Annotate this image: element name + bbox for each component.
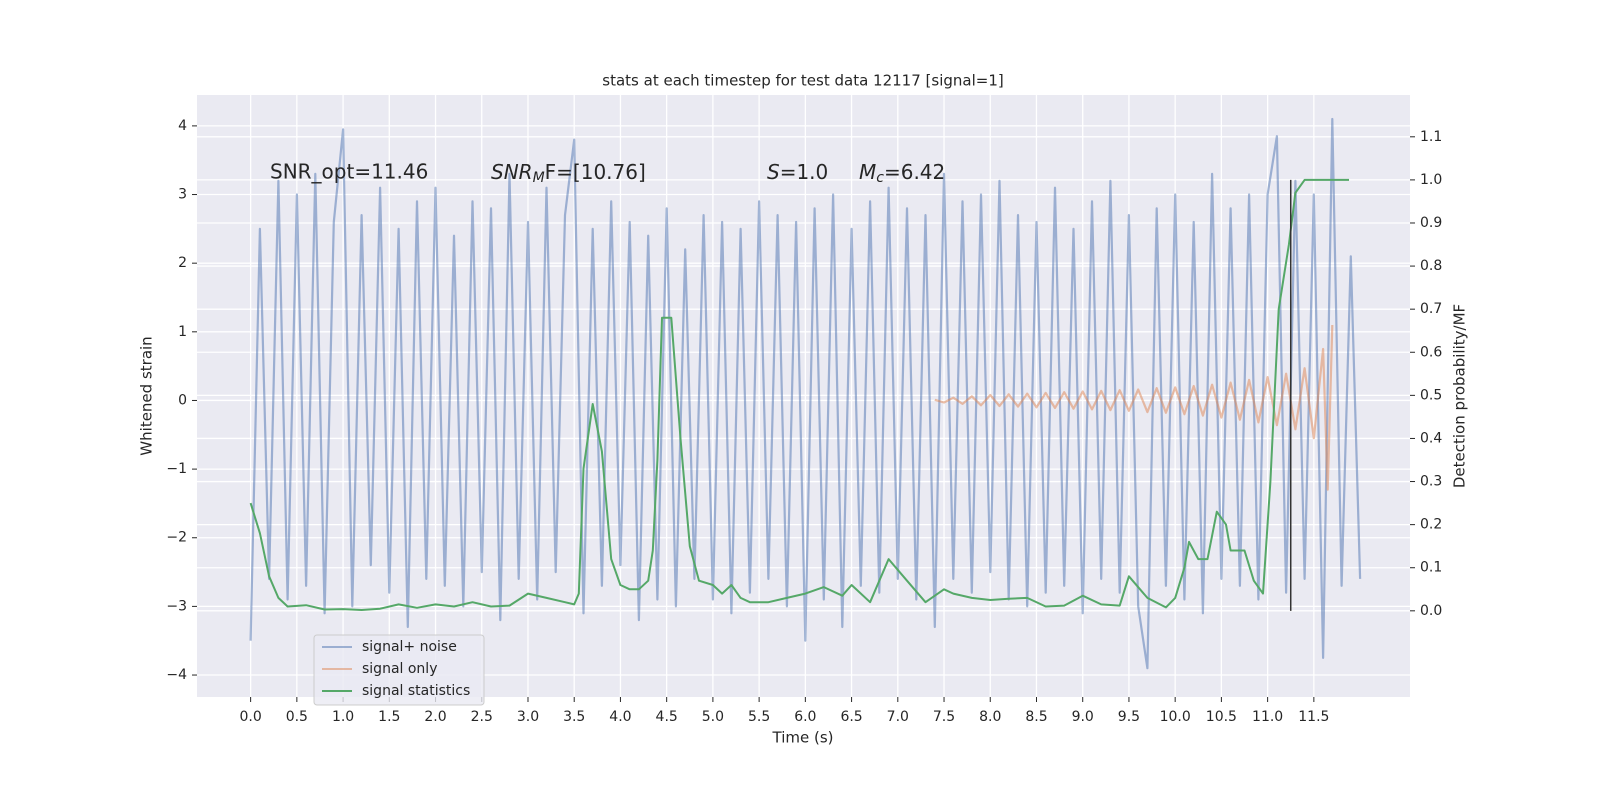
- annotation-subscript: M: [533, 170, 545, 186]
- x-tick-label: 7.0: [887, 709, 909, 725]
- legend-box: [313, 634, 485, 706]
- annotation-tail: F=[10.76]: [545, 160, 646, 184]
- y2-tick-label: 0.8: [1420, 258, 1442, 274]
- x-tick-label: 3.5: [563, 709, 585, 725]
- annotation-subscript: c: [876, 170, 884, 186]
- legend-label: signal+ noise: [362, 639, 457, 655]
- series-line: [249, 117, 1362, 670]
- x-tick-label: 6.5: [840, 709, 862, 725]
- x-tick-label: 10.0: [1160, 709, 1191, 725]
- y-tick-label: 2: [178, 255, 187, 271]
- x-tick-label: 2.5: [471, 709, 493, 725]
- y2-tick-label: 0.9: [1420, 215, 1442, 231]
- x-tick-label: 8.5: [1025, 709, 1047, 725]
- x-tick-label: 0.0: [239, 709, 261, 725]
- x-tick-label: 0.5: [286, 709, 308, 725]
- annotation-tail: =6.42: [884, 160, 945, 184]
- series-line: [249, 178, 1349, 611]
- y2-tick-label: 0.7: [1420, 301, 1442, 317]
- y2-tick-label: 0.0: [1420, 603, 1442, 619]
- y-tick-label: −1: [166, 461, 187, 477]
- x-tick-label: 4.5: [656, 709, 678, 725]
- x-tick-label: 5.0: [702, 709, 724, 725]
- annotation: Mc=6.42: [859, 160, 945, 187]
- y-tick-label: −2: [166, 530, 187, 546]
- y2-tick-label: 1.1: [1420, 129, 1442, 145]
- x-tick-label: 11.5: [1298, 709, 1329, 725]
- x-tick-label: 7.5: [933, 709, 955, 725]
- annotation-tail: =1.0: [780, 160, 829, 184]
- chart-title: stats at each timestep for test data 121…: [602, 72, 1003, 90]
- x-tick-label: 5.5: [748, 709, 770, 725]
- y-tick-label: −3: [166, 598, 187, 614]
- y2-tick-label: 1.0: [1420, 172, 1442, 188]
- y-axis-label: Whitened strain: [138, 336, 156, 455]
- legend-label: signal only: [362, 661, 437, 677]
- y2-axis-label: Detection probability/MF: [1451, 304, 1469, 488]
- annotation-base: S: [767, 160, 780, 184]
- annotation-base: SNR: [491, 160, 533, 184]
- y2-tick-label: 0.2: [1420, 517, 1442, 533]
- annotation: SNR_opt=11.46: [270, 160, 428, 184]
- y-tick-label: 3: [178, 187, 187, 203]
- x-tick-label: 1.5: [378, 709, 400, 725]
- legend-label: signal statistics: [362, 683, 470, 699]
- y2-tick-label: 0.1: [1420, 560, 1442, 576]
- y-tick-label: −4: [166, 667, 187, 683]
- y2-tick-label: 0.5: [1420, 387, 1442, 403]
- x-tick-label: 11.0: [1252, 709, 1283, 725]
- x-tick-label: 9.0: [1072, 709, 1094, 725]
- y2-tick-label: 0.4: [1420, 430, 1442, 446]
- x-tick-label: 3.0: [517, 709, 539, 725]
- x-tick-label: 2.0: [424, 709, 446, 725]
- x-axis-label: Time (s): [772, 729, 834, 747]
- y-tick-label: 0: [178, 392, 187, 408]
- x-tick-label: 1.0: [332, 709, 354, 725]
- y2-tick-label: 0.3: [1420, 474, 1442, 490]
- x-tick-label: 4.0: [609, 709, 631, 725]
- x-tick-label: 10.5: [1206, 709, 1237, 725]
- x-tick-label: 9.5: [1118, 709, 1140, 725]
- marks: [249, 117, 1362, 670]
- annotation-base: M: [859, 160, 876, 184]
- y-tick-label: 1: [178, 324, 187, 340]
- annotation: S=1.0: [767, 160, 828, 184]
- y-tick-label: 4: [178, 118, 187, 134]
- y2-tick-label: 0.6: [1420, 344, 1442, 360]
- annotation: SNRMF=[10.76]: [491, 160, 646, 187]
- labels: 0.0 0.5 1.0 1.5 2.0 2.5 3.0 3.5 4.0 4.5 5.0 5.5 6.0 6…: [166, 118, 1442, 725]
- x-tick-label: 6.0: [794, 709, 816, 725]
- x-tick-label: 8.0: [979, 709, 1001, 725]
